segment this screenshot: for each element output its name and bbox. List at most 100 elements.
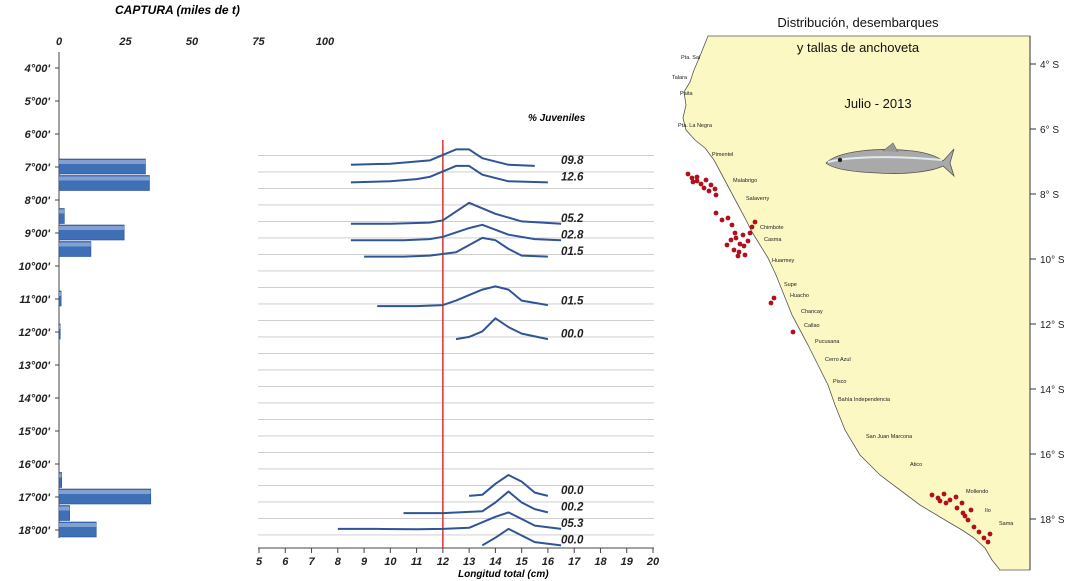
catch-bar (58, 158, 146, 175)
catch-lat-label: 17°00' (19, 492, 51, 504)
length-curves (337, 148, 562, 547)
map-lat-label: 10° S (1040, 255, 1065, 266)
catch-location-dot (929, 492, 935, 498)
juvenile-percent-label: 02.8 (561, 229, 584, 241)
catch-location-dot (976, 529, 982, 535)
catch-location-dot (706, 188, 712, 194)
catch-bar-highlight (59, 226, 125, 230)
catch-lat-label: 10°00' (19, 261, 51, 273)
catch-bar-highlight (59, 490, 151, 494)
catch-lat-label: 9°00' (25, 228, 51, 240)
catch-lat-label: 12°00' (19, 327, 51, 339)
port-casma: Casma (764, 237, 782, 243)
port-sama: Sama (999, 521, 1014, 527)
catch-location-dot (745, 238, 751, 244)
port-pta-sal: Pta. Sal (681, 55, 700, 61)
catch-bar-highlight (59, 506, 70, 511)
catch-location-dot (740, 232, 746, 238)
catch-bar (58, 175, 150, 191)
port-atico: Atico (910, 462, 922, 468)
catch-x-tick-label: 50 (186, 36, 199, 48)
catch-bar-highlight (59, 325, 61, 329)
juvenile-percent-label: 00.0 (561, 485, 584, 497)
map-lat-labels: 4° S 6° S 8° S 10° S 12° S 14° S 16° S 18° S (1030, 60, 1065, 526)
juvenile-percent-label: 05.3 (561, 518, 584, 530)
length-x-tick-label: 11 (411, 556, 422, 568)
port-pucusana: Pucusana (815, 339, 840, 345)
catch-lat-label: 15°00' (19, 426, 51, 438)
catch-location-dot (741, 243, 747, 249)
port-san-juan-marcona: San Juan Marcona (866, 434, 913, 440)
length-x-tick-label: 12 (437, 556, 449, 568)
port-supe: Supe (784, 282, 797, 288)
catch-bar (58, 521, 97, 538)
catch-lat-label: 13°00' (19, 360, 51, 372)
port-malabrigo: Malabrigo (733, 178, 757, 184)
catch-location-dot (941, 491, 947, 497)
catch-lat-label: 6°00' (25, 129, 51, 141)
catch-location-dot (690, 179, 696, 185)
catch-location-dot (725, 215, 731, 221)
catch-location-dot (937, 498, 943, 504)
catch-location-dot (971, 524, 977, 530)
catch-location-dot (947, 497, 953, 503)
catch-location-dot (742, 252, 748, 258)
catch-location-dot (708, 182, 714, 188)
length-x-ticks: 5 6 7 8 9 10 11 12 13 14 15 16 17 18 19 20 (256, 548, 660, 568)
catch-location-dot (985, 539, 991, 545)
catch-location-dot (965, 517, 971, 523)
catch-x-ticks: 0 25 50 75 100 (56, 36, 335, 48)
catch-location-dot (719, 217, 725, 223)
juvenile-labels: 09.8 12.6 05.2 02.8 01.5 01.5 00.0 00.0 00.2 05.3… (561, 155, 584, 547)
catch-location-dot (735, 253, 741, 259)
length-curve (455, 317, 549, 341)
juvenile-percent-label: 00.0 (561, 328, 584, 340)
port-salaverry: Salaverry (746, 196, 769, 202)
catch-location-dot (728, 237, 734, 243)
length-x-tick-label: 8 (335, 556, 342, 568)
catch-lat-label: 8°00' (25, 195, 51, 207)
catch-location-dot (943, 500, 949, 506)
map-lat-label: 4° S (1040, 60, 1059, 71)
map-lat-label: 8° S (1040, 190, 1059, 201)
length-x-tick-label: 9 (361, 556, 368, 568)
port-callao: Callao (804, 323, 820, 329)
catch-location-dots (685, 171, 993, 545)
juvenile-percent-label: 12.6 (561, 172, 584, 184)
catch-y-ticks (55, 67, 59, 531)
catch-bar (58, 224, 125, 241)
length-curve (337, 511, 562, 531)
length-x-tick-label: 13 (463, 556, 475, 568)
catch-lat-label: 7°00' (25, 162, 51, 174)
length-curve (350, 201, 562, 225)
catch-lat-label: 16°00' (19, 459, 51, 471)
catch-lat-labels: 4°00' 5°00' 6°00' 7°00' 8°00' 9°00' 10°00' 11°0… (19, 63, 51, 537)
port-paita: Paita (680, 91, 693, 97)
catch-location-dot (771, 295, 777, 301)
catch-bar-highlight (59, 473, 62, 478)
length-curve (403, 490, 549, 515)
catch-location-dot (968, 507, 974, 513)
catch-bar (58, 208, 65, 224)
catch-location-dot (981, 535, 987, 541)
catch-x-tick-label: 75 (252, 36, 265, 48)
port-pimentel: Pimentel (712, 152, 733, 158)
catch-bar-highlight (59, 176, 150, 181)
port-huacho: Huacho (790, 293, 809, 299)
catch-chart-title: CAPTURA (miles de t) (115, 3, 240, 17)
port-pta-la-negra: Pta. La Negra (678, 123, 713, 129)
length-x-tick-label: 5 (256, 556, 263, 568)
port-ilo: Ilo (985, 508, 991, 514)
port-pisco: Pisco (833, 379, 846, 385)
length-curve (377, 285, 549, 308)
catch-location-dot (737, 241, 743, 247)
catch-lat-label: 18°00' (19, 525, 51, 537)
catch-location-dot (731, 247, 737, 253)
catch-bar (58, 488, 152, 505)
port-chimbote: Chimbote (760, 225, 784, 231)
catch-bar-highlight (59, 292, 62, 296)
catch-location-dot (733, 235, 739, 241)
catch-location-dot (953, 494, 959, 500)
length-x-tick-label: 18 (594, 556, 607, 568)
catch-bars (58, 158, 152, 538)
